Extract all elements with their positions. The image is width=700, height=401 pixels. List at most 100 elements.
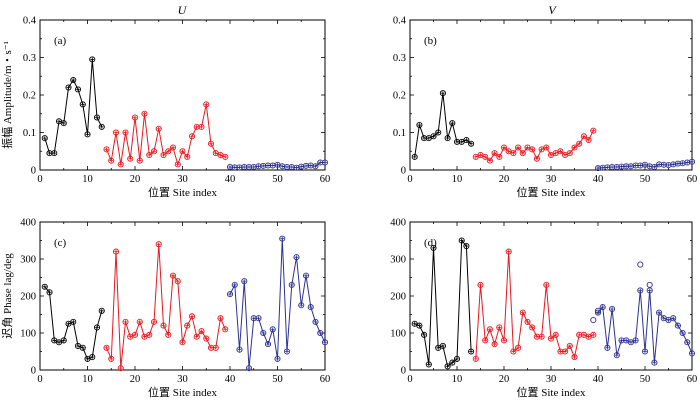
y-tick-label-d: 400 [390, 218, 406, 229]
data-point [599, 304, 606, 311]
data-point [496, 324, 503, 331]
column-title-u: U [178, 3, 188, 17]
data-point [117, 365, 124, 372]
data-point [449, 359, 456, 366]
x-tick-label-b: 50 [640, 174, 651, 185]
x-tick-label-b: 20 [499, 174, 510, 185]
data-point [519, 309, 526, 316]
data-point [279, 235, 286, 242]
data-point [651, 163, 658, 171]
data-point [41, 283, 48, 290]
x-tick-label-c: 10 [82, 374, 93, 385]
x-tick-label-a: 10 [82, 174, 93, 185]
data-point [155, 241, 162, 248]
data-point [165, 331, 172, 338]
data-point [222, 326, 229, 333]
data-point [505, 248, 512, 255]
data-point [641, 348, 649, 355]
data-point [585, 136, 592, 144]
series-line-2-b [475, 130, 594, 162]
data-point [283, 348, 291, 355]
data-point [613, 163, 620, 171]
data-point [93, 114, 101, 121]
x-tick-label-a: 60 [320, 174, 331, 185]
data-point [288, 281, 295, 288]
data-point [74, 86, 82, 93]
data-point [203, 101, 210, 108]
data-point [684, 339, 691, 346]
series-4-d [590, 261, 653, 324]
data-point [108, 157, 115, 164]
x-tick-label-d: 30 [546, 374, 557, 385]
data-point [160, 151, 167, 159]
panel-d: 0 10 20 30 40 50 60 0 100 200 300 400 位置 Site index (… [390, 218, 697, 400]
data-point [127, 155, 134, 162]
data-point [496, 153, 503, 160]
data-point [632, 162, 639, 169]
data-point [425, 361, 432, 368]
data-point [552, 331, 559, 338]
data-point [108, 355, 115, 362]
data-point [477, 281, 484, 288]
y-tick-label-a: 0.1 [23, 128, 36, 139]
x-tick-label-a: 40 [225, 174, 236, 185]
data-point [566, 342, 573, 350]
x-tick-label-b: 0 [407, 174, 412, 185]
data-point [70, 318, 77, 325]
data-point [571, 353, 578, 361]
panel-a: 0 10 20 30 40 50 60 0 0.1 0.2 0.3 0.4 位置 Site index 振… [0, 16, 330, 200]
data-point [89, 56, 96, 63]
data-point [212, 344, 219, 351]
x-tick-label-b: 40 [593, 174, 604, 185]
data-point [231, 281, 238, 288]
series-3-d [594, 287, 696, 366]
data-point [538, 333, 545, 340]
data-point [453, 355, 461, 362]
data-point [312, 318, 319, 325]
data-point [155, 125, 162, 132]
data-point [463, 242, 470, 250]
series-3-c [226, 235, 329, 372]
y-tick-label-d: 100 [390, 329, 406, 340]
data-point [660, 161, 667, 168]
data-point [670, 315, 677, 322]
data-point [198, 123, 205, 130]
data-point [688, 158, 696, 165]
data-point [510, 348, 517, 355]
data-point [510, 150, 517, 157]
data-point [609, 305, 616, 313]
data-point [274, 355, 281, 362]
x-axis-label-d: 位置 Site index [516, 385, 586, 399]
data-point [60, 120, 67, 127]
data-point [93, 324, 101, 331]
x-tick-label-c: 40 [225, 374, 236, 385]
y-tick-label-a: 0.4 [23, 16, 37, 27]
data-point [421, 331, 428, 338]
panel-label-a: (a) [54, 35, 67, 47]
data-point [207, 140, 215, 147]
data-point [571, 144, 578, 151]
x-tick-label-b: 10 [452, 174, 463, 185]
data-point [317, 329, 324, 337]
series-2-a [103, 101, 229, 168]
data-point [131, 114, 139, 121]
data-point [51, 150, 58, 157]
data-point [236, 346, 243, 353]
panel-b: 0 10 20 30 40 50 60 0 0.1 0.2 0.3 0.4 位置 Site index (… [393, 16, 697, 200]
data-point [79, 344, 86, 351]
data-point [533, 333, 540, 340]
y-tick-label-b: 0.2 [393, 91, 406, 102]
plot-frame-b [409, 19, 693, 171]
data-point [150, 148, 158, 155]
data-point [435, 129, 442, 136]
data-point [117, 161, 124, 168]
data-point [174, 278, 181, 285]
data-point [632, 337, 639, 344]
x-tick-label-c: 0 [37, 374, 42, 385]
data-point [453, 138, 461, 145]
data-point [160, 322, 167, 329]
data-point [590, 316, 597, 324]
data-point [439, 90, 446, 97]
data-point [269, 326, 276, 333]
